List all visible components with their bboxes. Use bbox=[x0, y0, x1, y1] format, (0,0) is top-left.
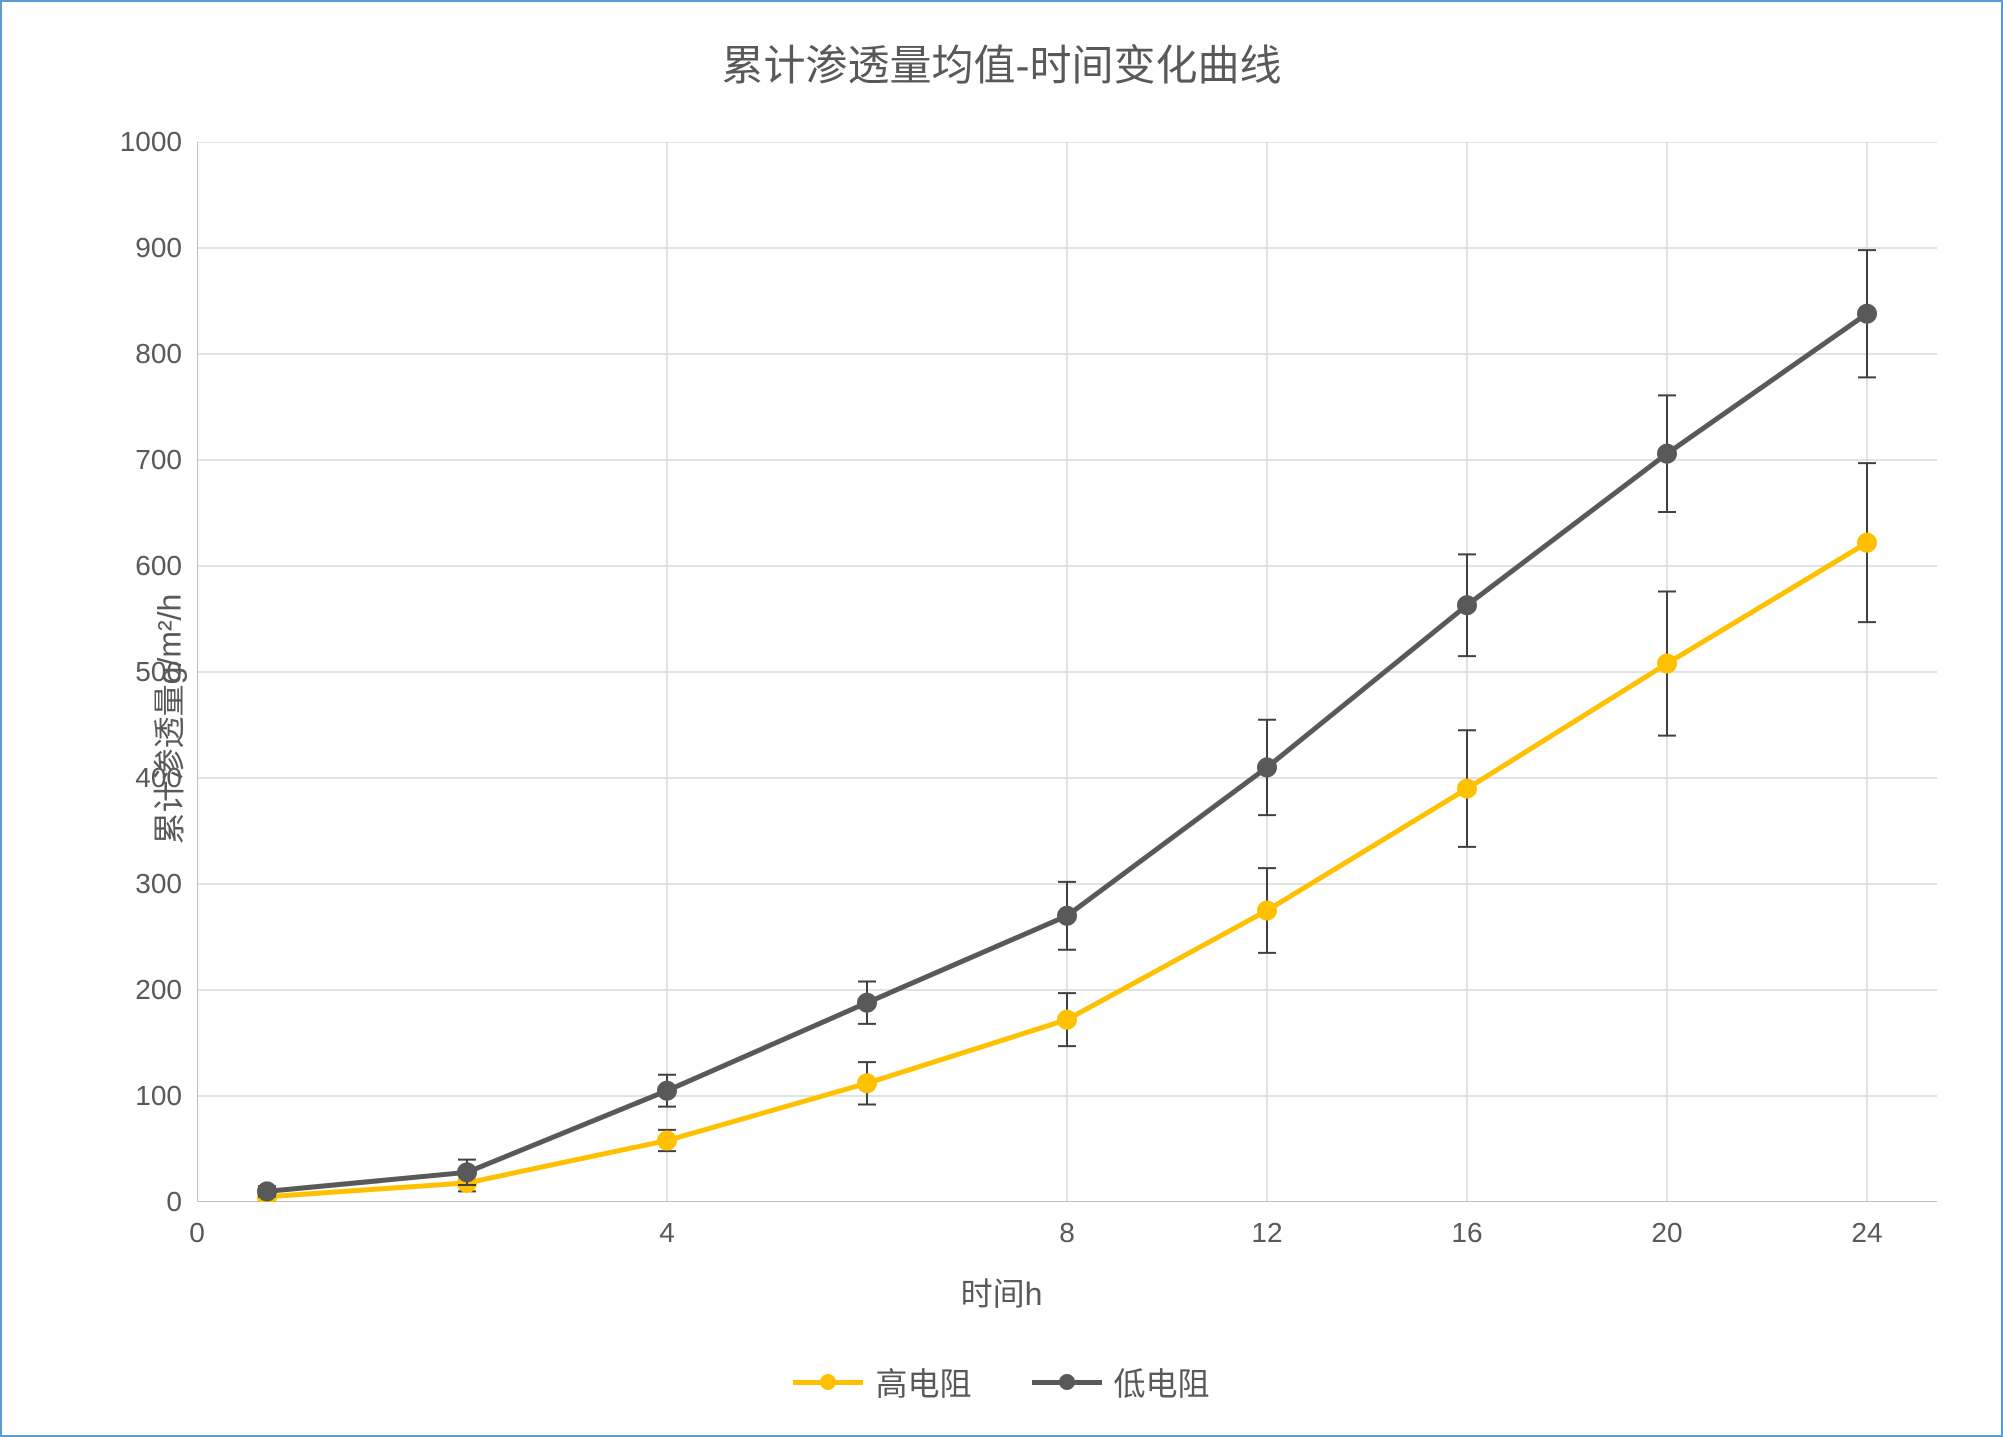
y-tick-label: 200 bbox=[135, 974, 182, 1006]
legend-item-1: 高电阻 bbox=[793, 1359, 971, 1405]
legend-swatch-1 bbox=[793, 1380, 863, 1385]
x-tick-label: 16 bbox=[1451, 1217, 1482, 1249]
y-tick-label: 900 bbox=[135, 232, 182, 264]
y-tick-label: 100 bbox=[135, 1080, 182, 1112]
legend-marker-1 bbox=[820, 1374, 836, 1390]
y-tick-label: 0 bbox=[166, 1186, 182, 1218]
legend-label-1: 高电阻 bbox=[875, 1359, 971, 1405]
chart-title: 累计渗透量均值-时间变化曲线 bbox=[2, 32, 2001, 93]
x-axis-label: 时间h bbox=[2, 1269, 2001, 1315]
y-axis-label: 累计渗透量g/m²/h bbox=[144, 593, 190, 844]
legend-marker-2 bbox=[1059, 1374, 1075, 1390]
y-tick-label: 1000 bbox=[120, 126, 182, 158]
x-tick-label: 24 bbox=[1851, 1217, 1882, 1249]
y-tick-label: 800 bbox=[135, 338, 182, 370]
legend-label-2: 低电阻 bbox=[1114, 1359, 1210, 1405]
y-tick-label: 400 bbox=[135, 762, 182, 794]
x-tick-label: 12 bbox=[1251, 1217, 1282, 1249]
legend-item-2: 低电阻 bbox=[1032, 1359, 1210, 1405]
plot-area: 01002003004005006007008009001000 0481216… bbox=[197, 142, 1937, 1202]
y-tick-label: 600 bbox=[135, 550, 182, 582]
legend: 高电阻 低电阻 bbox=[2, 1359, 2001, 1405]
y-tick-label: 700 bbox=[135, 444, 182, 476]
y-tick-label: 300 bbox=[135, 868, 182, 900]
x-tick-label: 20 bbox=[1651, 1217, 1682, 1249]
x-tick-label: 4 bbox=[659, 1217, 675, 1249]
x-tick-label: 0 bbox=[189, 1217, 205, 1249]
x-tick-label: 8 bbox=[1059, 1217, 1075, 1249]
y-tick-label: 500 bbox=[135, 656, 182, 688]
legend-swatch-2 bbox=[1032, 1380, 1102, 1385]
plot-svg bbox=[197, 142, 1937, 1202]
chart-container: 累计渗透量均值-时间变化曲线 累计渗透量g/m²/h 0100200300400… bbox=[0, 0, 2003, 1437]
